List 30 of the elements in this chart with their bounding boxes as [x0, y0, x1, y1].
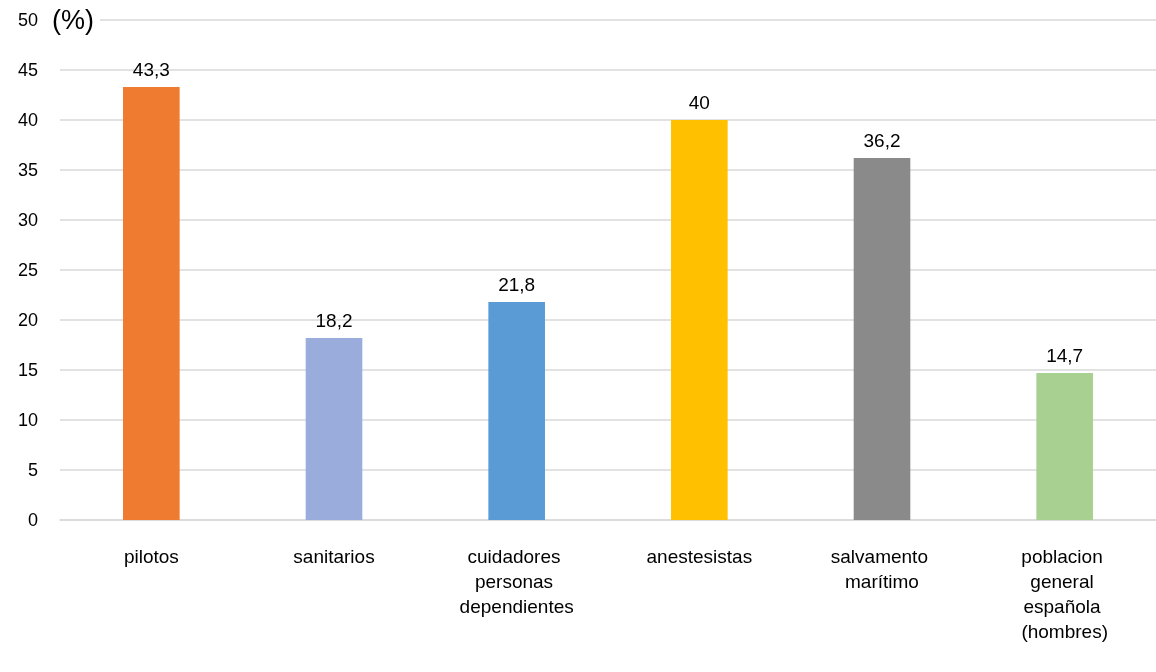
- x-tick-label: poblacion general española (hombres): [1021, 546, 1108, 642]
- y-tick-label: 20: [17, 310, 38, 330]
- data-label: 21,8: [498, 274, 536, 295]
- data-label: 18,2: [315, 310, 353, 331]
- y-tick-label: 5: [27, 460, 38, 480]
- y-tick-label: 0: [27, 510, 38, 530]
- bar: [853, 158, 911, 520]
- x-tick-label: sanitarios: [293, 546, 375, 567]
- bar: [305, 338, 363, 520]
- y-tick-label: 45: [17, 60, 38, 80]
- bar: [488, 302, 545, 520]
- data-label: 40: [688, 92, 710, 113]
- data-label: 14,7: [1046, 345, 1084, 366]
- y-axis-title: (%): [52, 5, 94, 35]
- bar: [1036, 373, 1093, 520]
- x-tick-label: anestesistas: [646, 546, 753, 567]
- x-tick-label: salvamento marítimo: [830, 546, 934, 592]
- y-tick-label: 35: [17, 160, 38, 180]
- x-tick-label: cuidadores personas dependientes: [459, 546, 574, 617]
- x-tick-label: pilotos: [123, 546, 179, 567]
- data-label: 36,2: [863, 130, 901, 151]
- y-tick-label: 50: [17, 10, 38, 30]
- y-tick-label: 10: [17, 410, 38, 430]
- y-tick-label: 30: [17, 210, 38, 230]
- bar: [123, 87, 180, 520]
- data-label: 43,3: [132, 59, 170, 80]
- bar: [671, 120, 728, 520]
- y-tick-label: 40: [17, 110, 38, 130]
- y-tick-label: 25: [17, 260, 38, 280]
- y-tick-label: 15: [17, 360, 38, 380]
